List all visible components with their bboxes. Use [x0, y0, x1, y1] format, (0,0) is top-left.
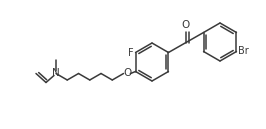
Text: N: N: [52, 68, 60, 79]
Text: O: O: [182, 19, 190, 30]
Text: Br: Br: [238, 46, 249, 57]
Text: F: F: [128, 47, 134, 58]
Text: O: O: [123, 68, 132, 79]
